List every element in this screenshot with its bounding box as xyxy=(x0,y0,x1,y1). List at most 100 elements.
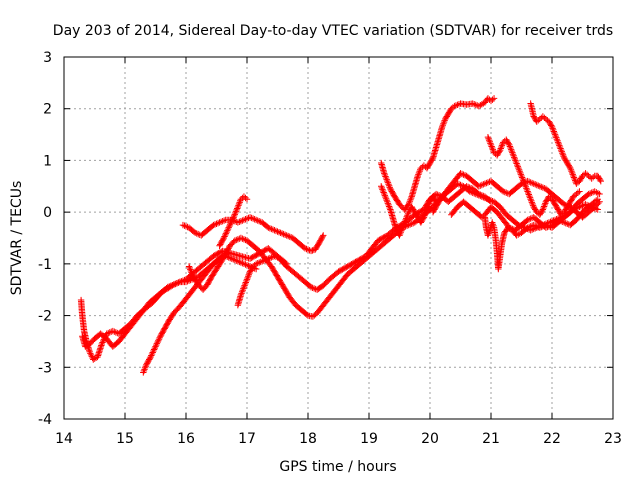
data-point xyxy=(166,283,173,290)
data-point xyxy=(263,256,271,263)
data-point xyxy=(397,229,404,236)
data-point xyxy=(222,231,229,239)
data-point xyxy=(517,169,524,177)
data-point xyxy=(467,188,475,196)
data-point xyxy=(284,232,292,240)
data-point xyxy=(472,190,479,198)
y-tick-label: 0 xyxy=(43,205,52,221)
data-point xyxy=(559,149,566,157)
data-point xyxy=(486,196,493,204)
data-point xyxy=(570,174,578,181)
data-point xyxy=(556,217,563,224)
data-point xyxy=(164,283,171,291)
data-point xyxy=(512,157,519,164)
data-point xyxy=(189,272,196,279)
data-point xyxy=(234,219,242,226)
data-point xyxy=(269,226,277,233)
data-point xyxy=(556,143,564,151)
data-point xyxy=(434,191,441,198)
data-point xyxy=(241,282,248,289)
data-point xyxy=(538,207,546,215)
y-tick-label: -2 xyxy=(38,309,52,325)
data-point xyxy=(507,146,515,153)
data-point xyxy=(280,230,287,238)
data-point xyxy=(481,180,489,187)
data-point xyxy=(220,217,228,224)
series-track-3 xyxy=(140,252,260,376)
data-point xyxy=(457,181,464,189)
data-point xyxy=(186,264,193,272)
data-point xyxy=(303,311,310,318)
data-point xyxy=(401,219,408,227)
data-point xyxy=(500,188,507,195)
data-point xyxy=(441,117,448,124)
data-point xyxy=(243,276,251,283)
data-point xyxy=(488,143,495,150)
data-point xyxy=(272,253,280,260)
data-point xyxy=(182,278,190,286)
data-point xyxy=(233,236,240,244)
data-point xyxy=(551,131,559,138)
data-point xyxy=(378,184,386,192)
data-point xyxy=(382,173,389,180)
data-point xyxy=(259,258,266,265)
data-point xyxy=(513,232,520,239)
data-point xyxy=(243,277,250,285)
data-point xyxy=(243,215,251,222)
data-point xyxy=(155,336,163,343)
data-point xyxy=(593,189,600,196)
x-tick-label: 14 xyxy=(55,431,73,447)
x-tick-label: 22 xyxy=(543,431,561,447)
data-point xyxy=(515,231,522,238)
data-point xyxy=(518,174,526,181)
data-point xyxy=(140,369,147,376)
data-point xyxy=(559,218,566,226)
data-point xyxy=(268,225,275,233)
data-points xyxy=(77,95,604,376)
x-tick-label: 15 xyxy=(116,431,134,447)
data-point xyxy=(514,161,521,169)
data-point xyxy=(181,222,188,229)
data-point xyxy=(490,95,498,102)
data-point xyxy=(252,216,260,224)
data-point xyxy=(191,229,199,237)
data-point xyxy=(105,329,112,337)
data-point xyxy=(533,181,540,189)
data-point xyxy=(589,174,597,181)
data-point xyxy=(423,206,431,213)
data-point xyxy=(274,254,281,261)
data-point xyxy=(439,122,447,129)
x-tick-label: 16 xyxy=(177,431,195,447)
data-point xyxy=(142,363,149,370)
data-point xyxy=(548,122,555,129)
data-point xyxy=(252,260,260,268)
data-point xyxy=(545,223,553,230)
data-point xyxy=(234,203,242,211)
data-point xyxy=(408,220,415,227)
data-point xyxy=(571,175,578,183)
data-point xyxy=(406,198,414,205)
data-point xyxy=(235,202,242,209)
data-point xyxy=(422,209,429,216)
data-point xyxy=(239,287,246,294)
data-point xyxy=(256,259,263,266)
data-point xyxy=(596,190,603,198)
data-point xyxy=(509,149,516,156)
x-tick-label: 19 xyxy=(360,431,378,447)
data-point xyxy=(231,211,238,218)
data-point xyxy=(551,129,558,137)
data-point xyxy=(385,181,392,188)
data-point xyxy=(383,197,390,204)
data-point xyxy=(237,217,245,225)
data-point xyxy=(244,274,251,282)
data-point xyxy=(379,186,386,193)
series-track-14 xyxy=(448,196,601,234)
data-point xyxy=(506,224,513,231)
data-point xyxy=(485,135,492,142)
data-point xyxy=(574,189,582,196)
y-tick-label: 1 xyxy=(43,153,52,169)
series-track-6 xyxy=(234,252,290,309)
data-point xyxy=(522,183,529,191)
data-point xyxy=(525,191,533,198)
data-point xyxy=(146,355,154,362)
